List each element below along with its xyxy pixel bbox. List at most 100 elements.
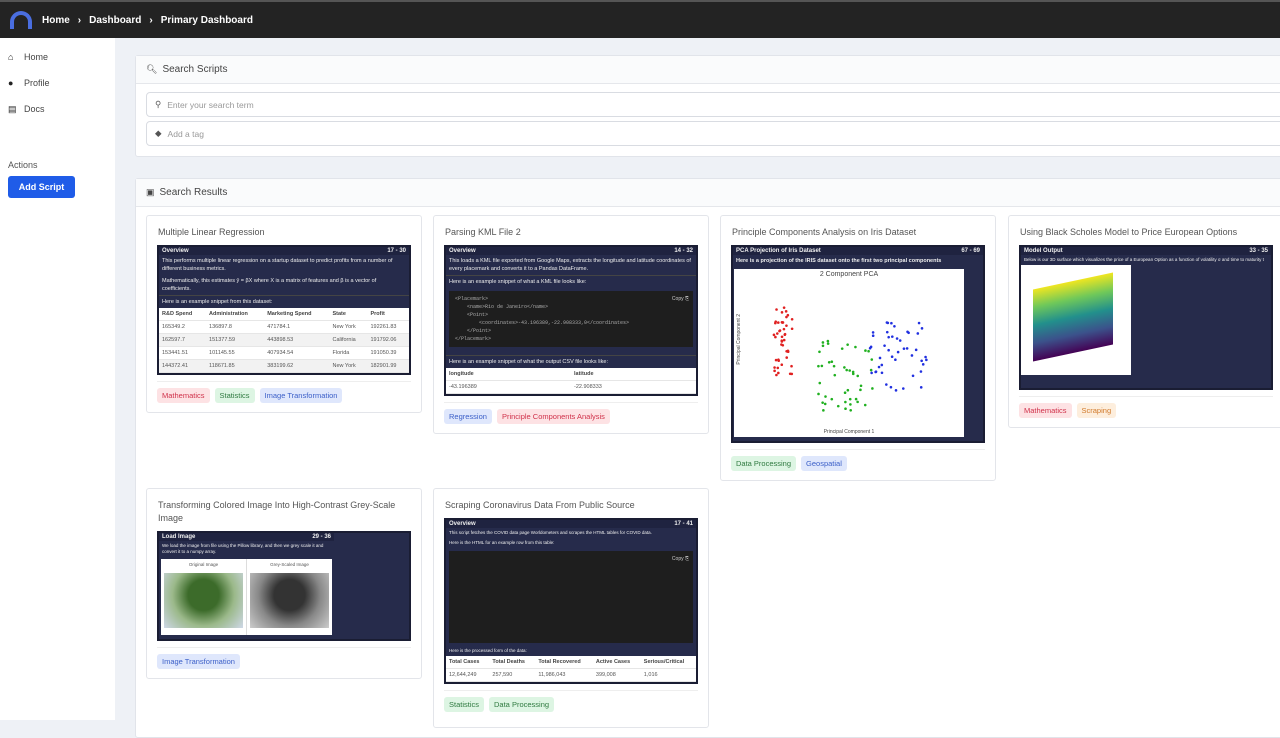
preview-lines: 14 - 32 — [674, 248, 693, 254]
code-line: </Point> — [455, 328, 492, 334]
scatter-point — [874, 370, 878, 373]
search-icon: 🔍︎ — [146, 64, 158, 74]
tag-input[interactable]: ◆ Add a tag — [146, 121, 1280, 146]
table-row: 162597.7 151377.59 443898.53 California 1917… — [159, 333, 409, 347]
preview-table: R&D Spend Administration Marketing Spend St… — [159, 308, 409, 373]
sidebar-item-label: Profile — [24, 78, 50, 88]
sidebar-item-home[interactable]: ⌂ Home — [0, 44, 115, 70]
scatter-point — [817, 364, 820, 368]
table-header: Administration — [206, 308, 265, 321]
scatter-point — [851, 370, 855, 374]
table-cell: 162597.7 — [159, 333, 207, 347]
table-row: 12,644,249 257,590 11,986,043 399,008 1,016 — [446, 668, 696, 682]
card-title[interactable]: Parsing KML File 2 — [445, 227, 521, 237]
scatter-point — [854, 345, 857, 349]
scatter-point — [859, 384, 863, 388]
scatter-point — [880, 363, 884, 367]
tag-badge[interactable]: Mathematics — [157, 388, 210, 403]
breadcrumb-dashboard[interactable]: Dashboard — [89, 14, 142, 26]
preview-table: longitude latitude -43.196389 -22.908333 — [446, 368, 696, 394]
table-cell: New York — [329, 359, 368, 373]
code-line: <coordinates>-43.196389,-22.908333,0</co… — [455, 320, 630, 326]
table-cell: 118671.85 — [206, 359, 265, 373]
preview-lines: 33 - 35 — [1249, 248, 1268, 254]
tag-badge[interactable]: Principle Components Analysis — [496, 409, 610, 424]
tag-badge[interactable]: Statistics — [214, 388, 255, 403]
chevron-right-icon: › — [77, 14, 82, 26]
script-card[interactable]: Scraping Coronavirus Data From Public So… — [433, 488, 709, 728]
copy-button[interactable]: Copy ⎘ — [671, 556, 689, 562]
preview-text: This script fetches the COVID data page … — [449, 530, 652, 535]
scatter-point — [914, 348, 918, 352]
scatter-point — [824, 395, 827, 398]
scatter-point — [890, 321, 893, 325]
document-icon: ▣ — [146, 187, 155, 197]
tag-badge[interactable]: Scraping — [1076, 403, 1117, 418]
table-cell: New York — [329, 320, 368, 334]
add-script-button[interactable]: Add Script — [8, 176, 75, 198]
tag-badge[interactable]: Data Processing — [489, 697, 555, 712]
greyscale-image — [250, 573, 329, 628]
scatter-point — [844, 400, 847, 404]
script-card[interactable]: Transforming Colored Image Into High-Con… — [146, 488, 422, 679]
sidebar-item-docs[interactable]: ▤ Docs — [0, 96, 115, 122]
script-card[interactable]: Principle Components Analysis on Iris Da… — [720, 215, 996, 481]
scatter-point — [785, 315, 788, 319]
card-title[interactable]: Transforming Colored Image Into High-Con… — [158, 500, 396, 523]
scatter-point — [780, 339, 784, 343]
scatter-point — [827, 360, 831, 364]
scatter-point — [859, 388, 862, 392]
scatter-point — [823, 402, 827, 406]
tag-badge[interactable]: Image Transformation — [259, 388, 343, 403]
script-card[interactable]: Parsing KML File 2 Overview 14 - 32 This … — [433, 215, 709, 434]
sidebar-item-label: Home — [24, 52, 49, 62]
tag-badge[interactable]: Mathematics — [1019, 403, 1072, 418]
scatter-point — [924, 355, 927, 359]
table-header: Active Cases — [592, 656, 641, 669]
scatter-point — [773, 369, 776, 373]
tag-badge[interactable]: Statistics — [444, 697, 485, 712]
scatter-point — [919, 386, 923, 389]
scatter-point — [925, 358, 928, 362]
copy-button[interactable]: Copy ⎘ — [671, 296, 689, 302]
table-header: Total Deaths — [489, 656, 536, 669]
book-icon: ▤ — [8, 103, 17, 114]
scatter-point — [775, 373, 778, 377]
scatter-point — [781, 321, 784, 324]
scatter-point — [890, 355, 894, 358]
tag-badge[interactable]: Geospatial — [801, 456, 847, 471]
table-cell: 191792.06 — [367, 333, 409, 347]
preview-text: We load the image from file using the Pi… — [162, 543, 324, 554]
table-cell: 257,590 — [489, 668, 536, 682]
script-card[interactable]: Using Black Scholes Model to Price Europ… — [1008, 215, 1280, 428]
sidebar-item-profile[interactable]: ● Profile — [0, 70, 115, 96]
breadcrumb-primary-dashboard[interactable]: Primary Dashboard — [160, 14, 253, 26]
scatter-point — [782, 327, 786, 331]
scatter-point — [818, 350, 821, 354]
card-title[interactable]: Scraping Coronavirus Data From Public So… — [445, 500, 635, 510]
scatter-point — [817, 392, 820, 396]
scatter-point — [780, 335, 784, 339]
card-title[interactable]: Multiple Linear Regression — [158, 227, 265, 237]
scatter-point — [775, 308, 778, 311]
card-title[interactable]: Using Black Scholes Model to Price Europ… — [1020, 227, 1238, 237]
script-card[interactable]: Multiple Linear Regression Overview 17 - … — [146, 215, 422, 413]
scatter-point — [885, 330, 889, 334]
home-icon: ⌂ — [8, 52, 14, 62]
code-line: <Point> — [455, 312, 489, 318]
tag-badge[interactable]: Image Transformation — [157, 654, 240, 669]
tag-badge[interactable]: Data Processing — [731, 456, 797, 471]
app-logo[interactable] — [10, 11, 32, 29]
scatter-point — [772, 333, 776, 337]
tag-badge[interactable]: Regression — [444, 409, 492, 424]
card-title[interactable]: Principle Components Analysis on Iris Da… — [732, 227, 917, 237]
breadcrumb-home[interactable]: Home — [42, 14, 70, 26]
scatter-point — [790, 364, 793, 368]
search-input[interactable]: ⚲ Enter your search term — [146, 92, 1280, 117]
scatter-point — [845, 368, 848, 372]
scatter-point — [832, 364, 836, 368]
scatter-point — [843, 366, 846, 369]
scatter-point — [871, 334, 875, 338]
scatter-point — [818, 381, 822, 385]
preview-text: Here is an example snippet of what the o… — [446, 355, 696, 368]
